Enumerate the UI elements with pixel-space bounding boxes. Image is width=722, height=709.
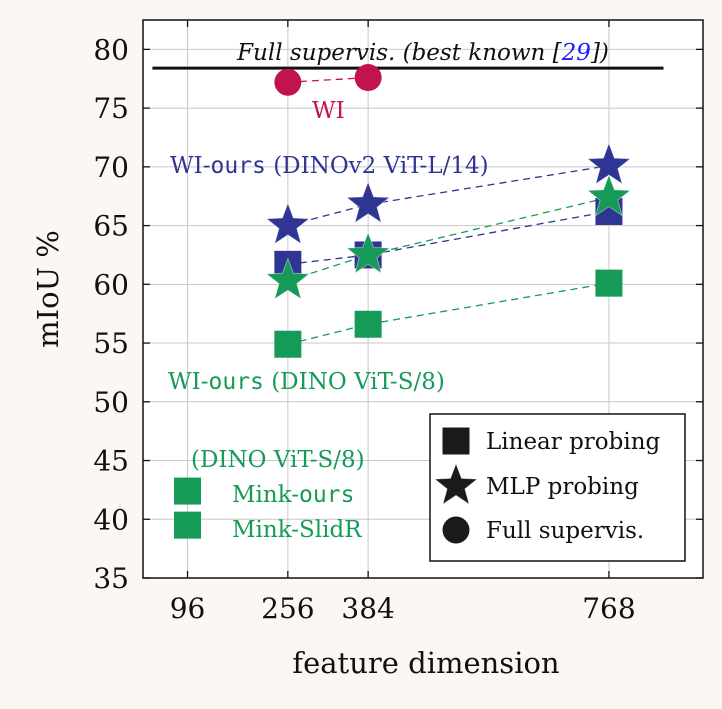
data-point: [595, 269, 623, 297]
legend-label: Full supervis.: [486, 518, 644, 544]
y-tick-label: 55: [93, 327, 129, 360]
annotation-part: Mink-SlidR: [232, 517, 362, 543]
y-tick-label: 50: [93, 386, 129, 419]
annotation-part: Mink-: [232, 482, 299, 508]
annotation-part: ours: [299, 482, 354, 508]
plot-frame: [142, 19, 704, 579]
y-tick-label: 60: [93, 268, 129, 301]
data-point: [265, 257, 311, 300]
annotation-wi-ours-dinov2: WI-ours (DINOv2 ViT-L/14): [170, 153, 489, 179]
legend-label: Linear probing: [486, 429, 661, 455]
y-tick-label: 40: [93, 503, 129, 536]
y-tick-label: 45: [93, 445, 129, 478]
annotation-part: ours: [211, 153, 266, 179]
annotation-mink-slidr: Mink-SlidR: [232, 517, 362, 543]
y-tick-label: 70: [93, 151, 129, 184]
series-line-3: [287, 282, 610, 345]
y-tick-label: 75: [93, 92, 129, 125]
annotation-part: (DINO ViT-S/8): [191, 447, 365, 473]
series-marks: [174, 64, 632, 539]
data-point: [274, 68, 302, 96]
legend-marker-circle: [442, 516, 470, 544]
series-line-2: [287, 165, 610, 227]
reference-citation: 29: [561, 40, 591, 66]
axis-ticks: 35 40 45 50 55 60 65 70 75 80 96 256 384 768: [93, 20, 703, 625]
reference-label-end: ]): [590, 40, 609, 66]
annotation-wi-ours-dino: WI-ours (DINO ViT-S/8): [168, 369, 445, 395]
legend: Linear probing MLP probing Full supervis.: [429, 413, 686, 562]
x-tick-label: 384: [341, 592, 394, 625]
legend-marker-star: [433, 462, 479, 506]
data-point: [586, 173, 632, 217]
reference-line-label: Full supervis. (best known [29]): [236, 40, 609, 66]
y-tick-label: 80: [93, 33, 129, 66]
annotation-part: (DINOv2 ViT-L/14): [266, 153, 489, 179]
data-point: [345, 180, 391, 224]
annotation-wi: WI: [312, 98, 345, 124]
y-tick-label: 65: [93, 210, 129, 243]
data-point: [345, 231, 391, 274]
x-tick-label: 256: [261, 592, 314, 625]
x-tick-label: 768: [582, 592, 635, 625]
annotation-part: WI-: [170, 153, 211, 179]
annotation-part: ours: [209, 369, 264, 395]
annotation-part: (DINO ViT-S/8): [264, 369, 445, 395]
y-tick-label: 35: [93, 562, 129, 595]
data-point: [174, 477, 202, 505]
annotation-part: WI: [312, 98, 345, 124]
reference-label-main: Full supervis. (best known [: [236, 40, 563, 66]
data-point: [274, 330, 302, 358]
x-axis-label: feature dimension: [292, 646, 559, 680]
annotation-part: WI-: [168, 369, 209, 395]
annotation-mink-group: (DINO ViT-S/8): [191, 447, 365, 473]
data-point: [354, 310, 382, 338]
legend-label: MLP probing: [486, 474, 639, 500]
data-point: [174, 511, 202, 539]
reference-line-group: Full supervis. (best known [29]): [152, 40, 664, 70]
data-point: [265, 202, 311, 245]
y-axis-label: mIoU %: [31, 230, 65, 348]
annotation-mink-ours: Mink-ours: [232, 482, 354, 508]
data-point: [354, 64, 382, 92]
legend-box: [429, 413, 686, 562]
x-tick-label: 96: [170, 592, 206, 625]
legend-marker-square: [442, 427, 470, 455]
series-line-1: [287, 210, 610, 265]
